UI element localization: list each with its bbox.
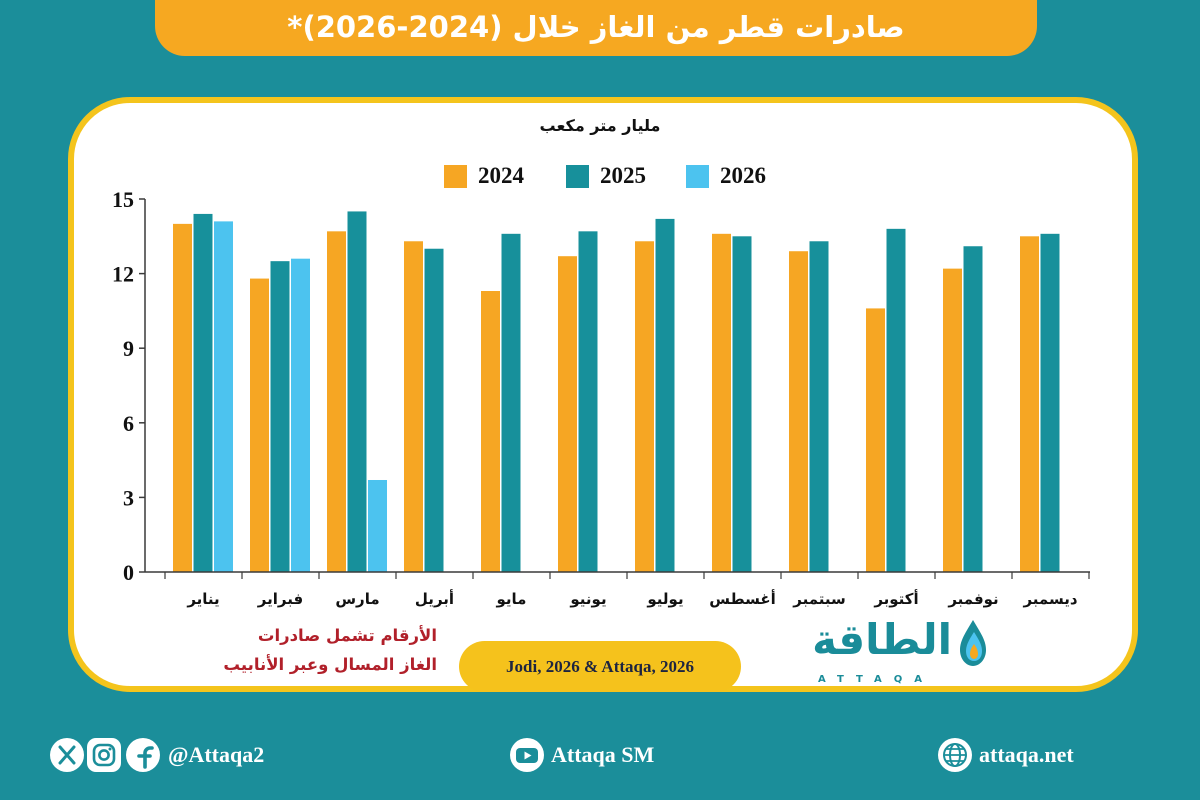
bar-2025-8 <box>809 241 829 573</box>
bar-2025-4 <box>501 233 521 572</box>
x-tick-label: أبريل <box>415 589 454 608</box>
source-text: Jodi, 2026 & Attaqa, 2026 <box>506 657 694 676</box>
bar-2026-0 <box>214 221 233 572</box>
facebook-icon[interactable] <box>125 737 161 773</box>
y-tick-label: 9 <box>123 336 134 361</box>
bar-2024-6 <box>635 241 654 573</box>
bar-2024-2 <box>327 231 346 572</box>
bar-2025-11 <box>1040 233 1060 572</box>
bar-2024-8 <box>789 251 808 572</box>
x-tick-label: مايو <box>496 590 527 608</box>
youtube-link[interactable]: Attaqa SM <box>551 742 655 767</box>
attaqa-logo: الطاقة ATTAQA <box>808 612 992 692</box>
footnote-line: الغاز المسال وعبر الأنابيب <box>223 655 437 674</box>
globe-icon[interactable] <box>937 737 973 773</box>
x-icon[interactable] <box>49 737 85 773</box>
x-tick-label: أغسطس <box>709 589 775 608</box>
x-tick-label: يونيو <box>569 590 606 608</box>
legend-label-2024: 2024 <box>478 163 524 188</box>
bar-2024-1 <box>250 278 269 572</box>
bar-2024-10 <box>943 268 962 572</box>
y-tick-label: 12 <box>112 262 134 287</box>
bar-2025-9 <box>886 228 906 572</box>
bar-2025-0 <box>193 213 213 573</box>
x-tick-label: نوفمبر <box>947 590 998 608</box>
y-tick-label: 0 <box>123 560 134 585</box>
bar-2025-7 <box>732 236 752 573</box>
instagram-icon[interactable] <box>86 737 122 773</box>
x-tick-label: يناير <box>186 590 219 608</box>
footnote-line: الأرقام تشمل صادرات <box>257 626 437 645</box>
x-tick-label: فبراير <box>257 590 303 608</box>
page-title: صادرات قطر من الغاز خلال (2024-2026)* <box>287 10 905 44</box>
bar-2026-1 <box>291 258 310 572</box>
bar-2024-7 <box>712 233 731 572</box>
legend-label-2026: 2026 <box>720 163 766 188</box>
unit-label: مليار متر مكعب <box>539 116 661 135</box>
bar-2024-0 <box>173 223 192 572</box>
title-banner: صادرات قطر من الغاز خلال (2024-2026)* <box>155 0 1037 56</box>
legend-swatch-2026 <box>686 165 709 188</box>
y-tick-label: 6 <box>123 411 134 436</box>
bar-2025-3 <box>424 248 444 572</box>
legend-swatch-2025 <box>566 165 589 188</box>
bar-2026-2 <box>368 479 387 572</box>
youtube-icon[interactable] <box>509 737 545 773</box>
x-tick-label: أكتوبر <box>873 589 918 608</box>
y-tick-label: 3 <box>123 485 134 510</box>
x-tick-label: مارس <box>335 590 379 608</box>
source-badge: Jodi, 2026 & Attaqa, 2026 <box>459 641 741 692</box>
bar-2024-3 <box>404 241 423 573</box>
x-tick-label: سبتمبر <box>792 590 846 608</box>
bar-2024-5 <box>558 256 577 572</box>
social-handle-link[interactable]: @Attaqa2 <box>168 742 265 767</box>
flame-icon <box>960 620 986 666</box>
bar-2025-10 <box>963 246 983 572</box>
bar-2025-2 <box>347 211 367 572</box>
logo-arabic-text: الطاقة <box>812 615 952 664</box>
y-tick-label: 15 <box>112 187 134 212</box>
legend-label-2025: 2025 <box>600 163 646 188</box>
x-tick-label: يوليو <box>646 590 683 608</box>
bar-2025-1 <box>270 261 290 572</box>
bar-2024-9 <box>866 308 885 572</box>
website-link[interactable]: attaqa.net <box>979 742 1074 767</box>
x-tick-label: ديسمبر <box>1022 590 1077 608</box>
bar-2025-5 <box>578 231 598 572</box>
bar-2024-11 <box>1020 236 1039 573</box>
legend-swatch-2024 <box>444 165 467 188</box>
logo-latin-text: ATTAQA <box>818 674 935 685</box>
bar-2024-4 <box>481 291 500 572</box>
footnote: الأرقام تشمل صادرات الغاز المسال وعبر ال… <box>150 621 437 679</box>
bar-2025-6 <box>655 218 675 573</box>
